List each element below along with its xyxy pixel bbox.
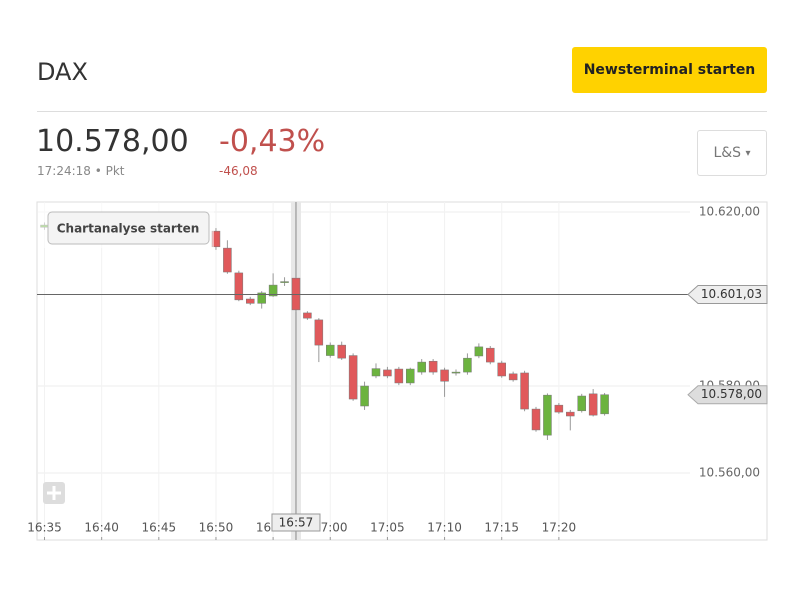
candle-body: [303, 312, 312, 319]
candle-body: [486, 347, 495, 363]
candle-body: [417, 361, 426, 373]
candle-body: [360, 385, 369, 407]
candle-body: [280, 281, 289, 283]
overlay-button[interactable]: Chartanalyse starten: [57, 222, 200, 236]
divider: [37, 111, 767, 112]
zoom-plus: [47, 486, 61, 500]
candle-body: [543, 394, 552, 436]
exchange-select[interactable]: L&S ▾: [697, 130, 767, 176]
crosshair-y-tag: [687, 285, 768, 305]
last-price-label: 10.578,00: [701, 387, 762, 401]
candle-body: [508, 373, 518, 381]
x-tick-label: 17:20: [542, 521, 577, 535]
candle-body: [314, 319, 324, 346]
crosshair-y-label: 10.601,03: [701, 287, 762, 301]
candle-body: [246, 298, 255, 304]
title: DAX: [37, 58, 88, 86]
candle-body: [451, 371, 461, 374]
x-tick-label: 16:50: [199, 521, 234, 535]
candle-body: [520, 372, 529, 410]
time: 17:24:18: [37, 164, 91, 178]
candle-body: [440, 369, 449, 382]
candle-body: [371, 368, 381, 377]
candle-body: [463, 357, 472, 373]
candle-body: [577, 395, 586, 412]
y-tick-label: 10.620,00: [699, 205, 760, 219]
x-tick-label: 17:10: [427, 521, 462, 535]
caret: ▾: [745, 147, 751, 159]
candle-body: [337, 344, 346, 359]
candle-body: [268, 284, 278, 297]
candle-body: [291, 277, 301, 311]
x-tick-label: 17:00: [313, 521, 348, 535]
x-tick-label: 17:05: [370, 521, 405, 535]
change-pct: -0,43%: [219, 124, 326, 159]
candle-body: [600, 394, 609, 415]
x-tick-label: 16:40: [84, 521, 119, 535]
candle-body: [428, 360, 438, 373]
crosshair-x-label: 16:57: [279, 516, 314, 530]
change-abs: -46,08: [219, 164, 258, 178]
candle-body: [383, 369, 392, 377]
y-tick-label: 10.560,00: [699, 466, 760, 480]
price: 10.578,00: [36, 124, 189, 159]
candle-body: [497, 362, 506, 377]
candle-body: [554, 404, 564, 413]
candle-body: [394, 368, 404, 384]
candle-body: [326, 344, 335, 356]
candle-body: [257, 292, 266, 304]
candle-body: [531, 408, 541, 431]
candle-body: [234, 272, 244, 301]
candle-body: [588, 393, 598, 416]
news-button[interactable]: Newsterminal starten: [572, 47, 767, 93]
unit: Pkt: [105, 164, 125, 178]
timestamp: 17:24:18 • Pkt: [37, 164, 125, 178]
exchange: L&S: [713, 145, 742, 161]
candle-body: [406, 368, 415, 384]
overlay-button-bg[interactable]: [47, 211, 210, 245]
candle-body: [348, 355, 358, 400]
crosshair-x-tag: [271, 513, 321, 532]
last-price-tag: [687, 385, 768, 405]
candle-body: [223, 247, 232, 273]
candle-body: [566, 411, 575, 417]
candle-body: [474, 346, 484, 357]
x-tick-label: 17:15: [484, 521, 519, 535]
x-tick-label: 16:45: [142, 521, 177, 535]
x-tick-label: 16:35: [27, 521, 62, 535]
